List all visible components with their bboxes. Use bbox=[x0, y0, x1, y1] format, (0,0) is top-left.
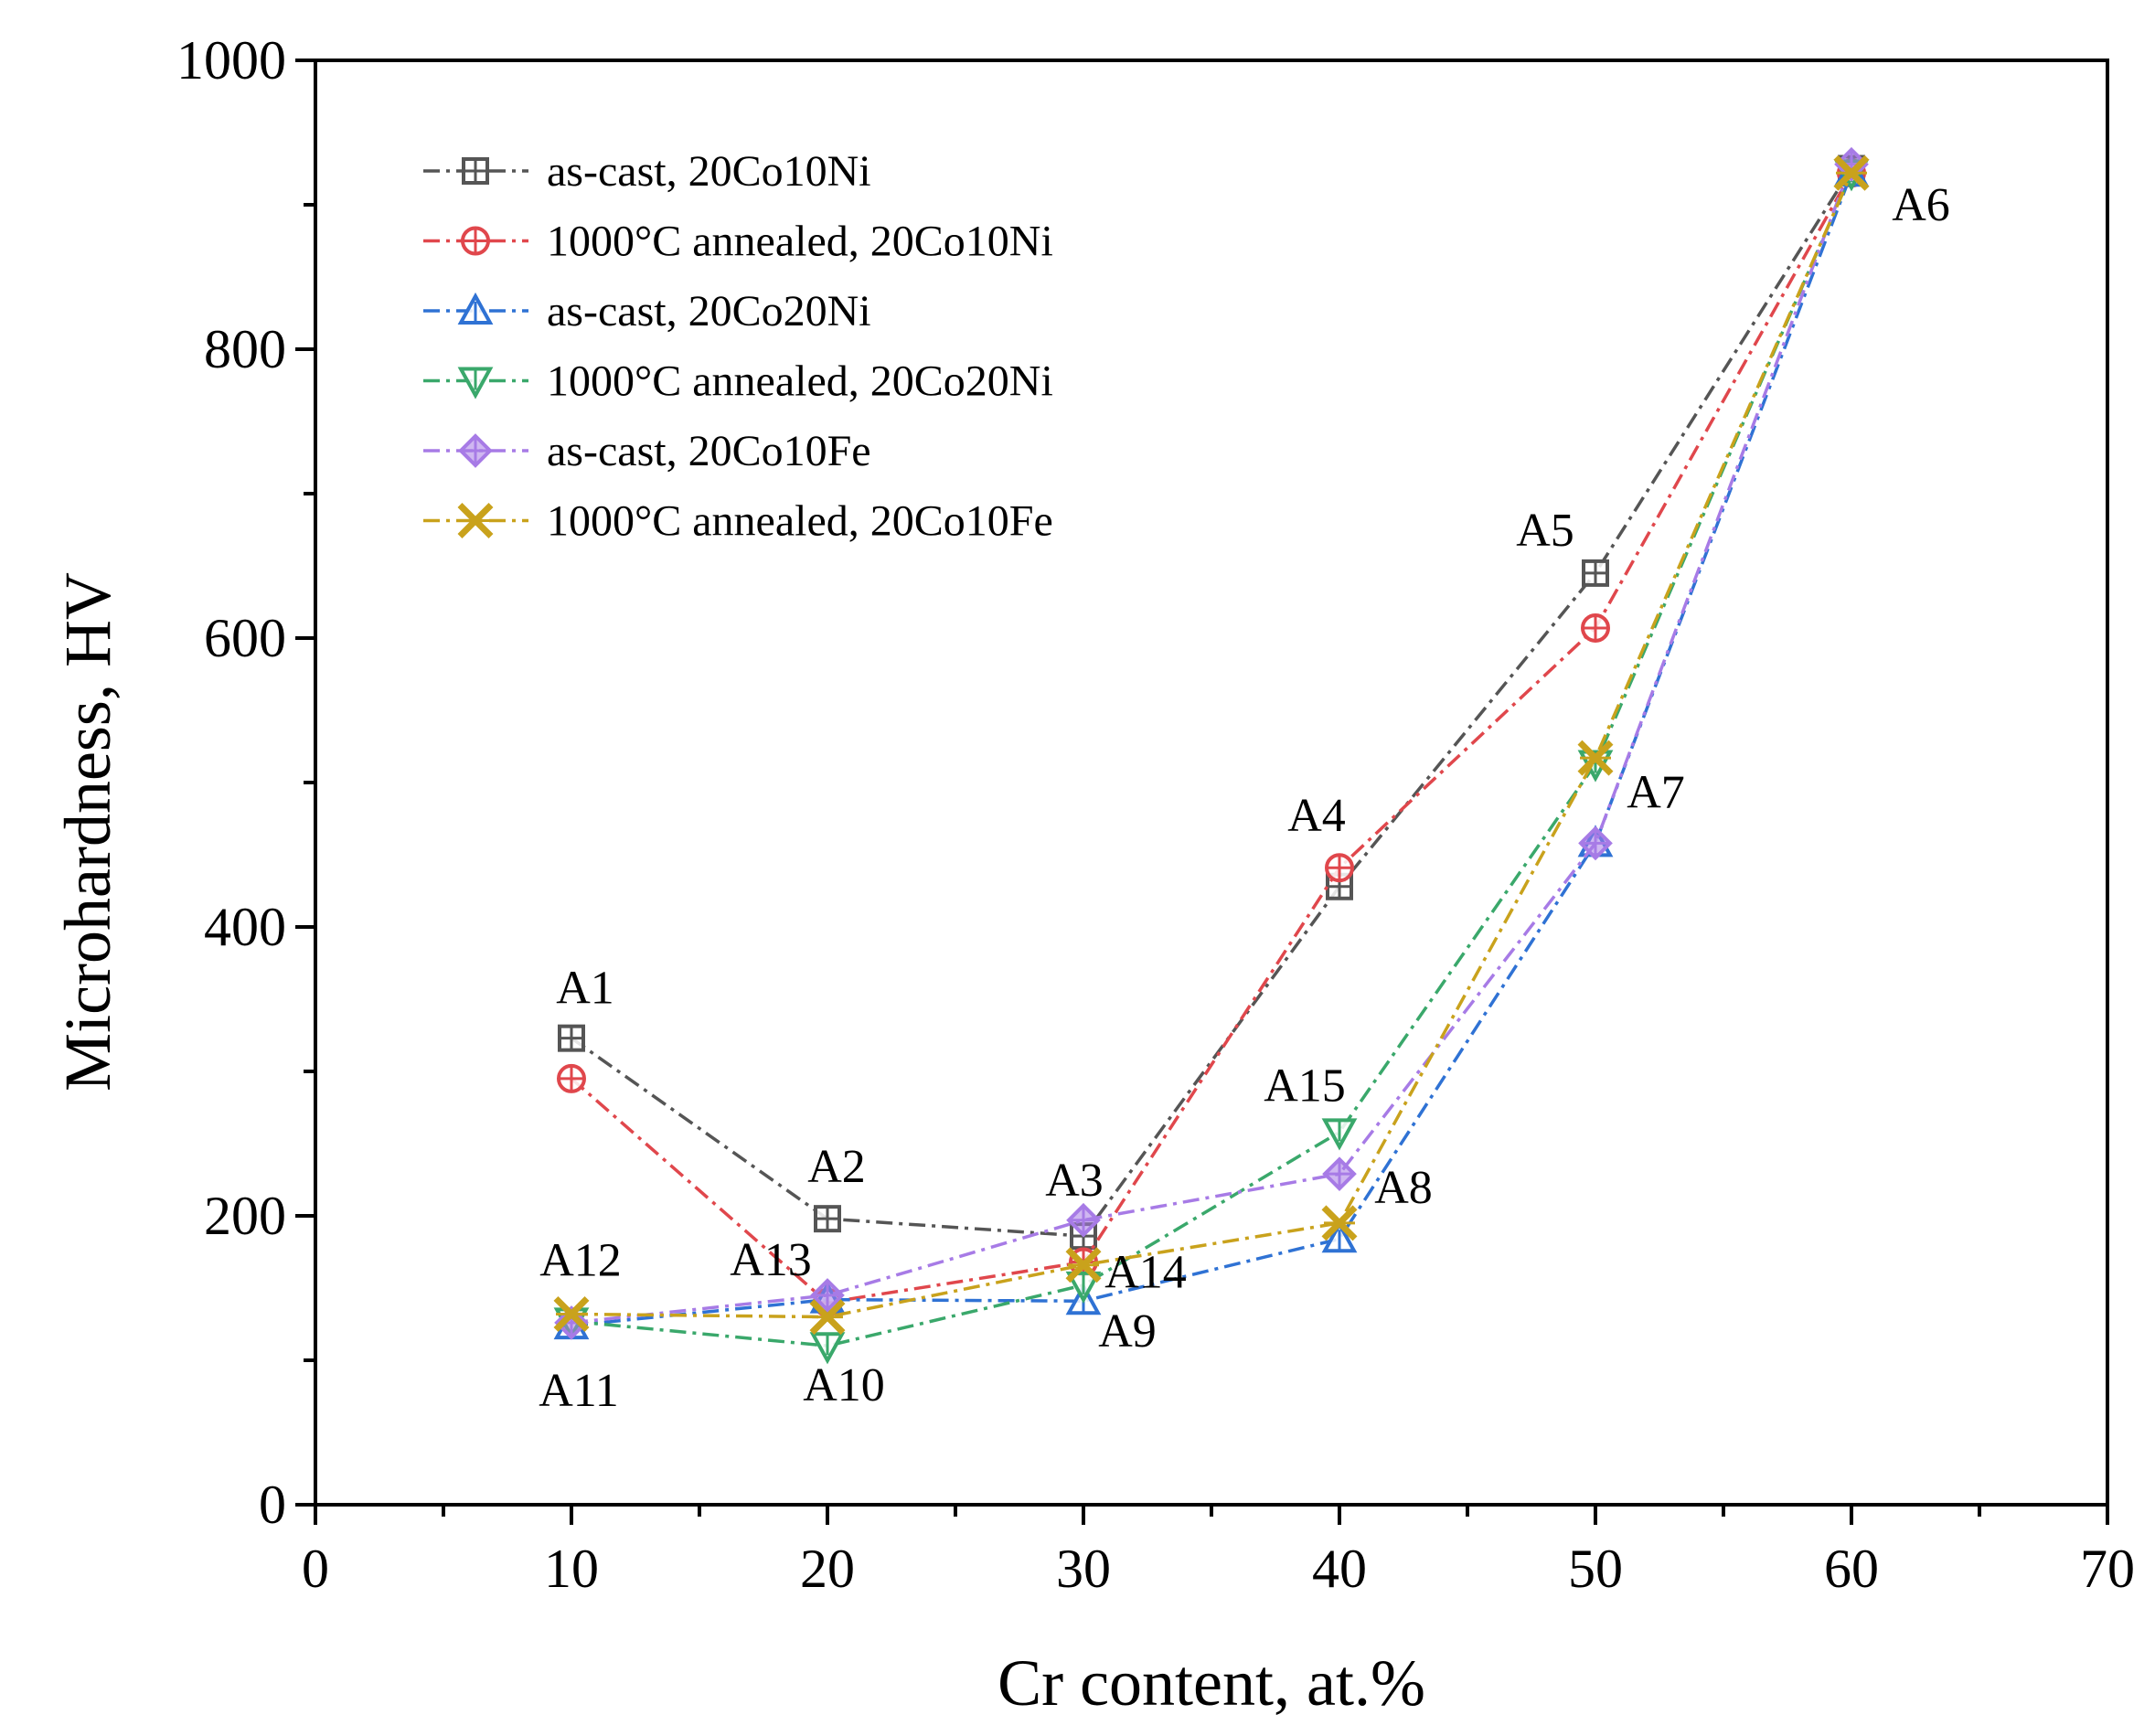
data-point bbox=[1321, 1205, 1358, 1241]
legend-label: 1000°C annealed, 20Co10Ni bbox=[547, 218, 1053, 266]
point-label-a15: A15 bbox=[1264, 1060, 1346, 1112]
data-point bbox=[1065, 1271, 1102, 1304]
series-6 bbox=[553, 154, 1870, 1336]
legend-entry-2: 1000°C annealed, 20Co10Ni bbox=[423, 218, 1053, 266]
data-point bbox=[1065, 1247, 1102, 1283]
point-label-a9: A9 bbox=[1098, 1305, 1157, 1358]
data-point bbox=[1833, 154, 1870, 191]
x-tick-label: 10 bbox=[544, 1539, 599, 1599]
x-axis-title: Cr content, at.% bbox=[997, 1646, 1425, 1720]
annotation-layer: A1 A2 A3 A4 A5 A6 A7 A8 A9 A10 A11 A12 A13 A14 A15 bbox=[539, 179, 1950, 1417]
data-point bbox=[809, 1332, 846, 1365]
series-layer bbox=[553, 146, 1870, 1365]
series-line bbox=[570, 172, 1853, 1305]
data-point bbox=[810, 1278, 845, 1313]
y-axis-title: Microhardness, HV bbox=[51, 572, 124, 1092]
x-tick-label: 0 bbox=[302, 1539, 329, 1599]
data-point bbox=[1578, 825, 1613, 861]
legend-label: 1000°C annealed, 20Co10Fe bbox=[547, 497, 1053, 546]
legend-label: as-cast, 20Co10Fe bbox=[547, 427, 871, 475]
y-tick-label: 800 bbox=[204, 319, 286, 379]
point-label-a12: A12 bbox=[539, 1234, 622, 1286]
legend-marker bbox=[458, 433, 493, 468]
point-label-a1: A1 bbox=[556, 963, 614, 1015]
data-point bbox=[557, 1063, 586, 1093]
data-point bbox=[1321, 1118, 1358, 1151]
legend-marker bbox=[457, 367, 494, 399]
point-label-a2: A2 bbox=[807, 1141, 866, 1193]
point-label-a14: A14 bbox=[1104, 1247, 1187, 1299]
data-point bbox=[1325, 853, 1354, 883]
legend-label: 1000°C annealed, 20Co20Ni bbox=[547, 357, 1053, 406]
point-label-a5: A5 bbox=[1516, 505, 1574, 557]
point-label-a11: A11 bbox=[539, 1365, 619, 1417]
series-line bbox=[571, 164, 1853, 1325]
data-point bbox=[1321, 1220, 1358, 1253]
x-tick-label: 40 bbox=[1312, 1539, 1367, 1599]
legend-marker bbox=[461, 226, 490, 256]
series-line bbox=[571, 172, 1853, 1347]
x-tick-label: 70 bbox=[2080, 1539, 2135, 1599]
legend-label: as-cast, 20Co10Ni bbox=[547, 147, 871, 196]
data-point bbox=[1582, 559, 1609, 587]
series-5 bbox=[554, 146, 1869, 1340]
legend-entry-4: 1000°C annealed, 20Co20Ni bbox=[423, 357, 1053, 406]
data-point bbox=[553, 1295, 590, 1332]
y-tick-label: 400 bbox=[204, 897, 286, 957]
x-tick-label: 20 bbox=[800, 1539, 855, 1599]
legend-marker bbox=[457, 503, 494, 538]
x-tick-label: 30 bbox=[1056, 1539, 1111, 1599]
data-point bbox=[1581, 612, 1610, 643]
point-label-a7: A7 bbox=[1627, 766, 1685, 818]
point-label-a8: A8 bbox=[1374, 1162, 1433, 1214]
legend-entry-1: as-cast, 20Co10Ni bbox=[423, 147, 871, 196]
data-point bbox=[1577, 740, 1614, 776]
point-label-a4: A4 bbox=[1287, 790, 1346, 842]
data-point bbox=[1066, 1202, 1101, 1238]
point-label-a13: A13 bbox=[730, 1234, 812, 1286]
legend: as-cast, 20Co10Ni 1000°C annealed, 20Co10… bbox=[423, 147, 1053, 546]
point-label-a3: A3 bbox=[1045, 1155, 1104, 1207]
y-tick-label: 1000 bbox=[176, 30, 286, 91]
x-tick-label: 50 bbox=[1568, 1539, 1623, 1599]
point-label-a6: A6 bbox=[1892, 179, 1950, 231]
data-point bbox=[809, 1299, 846, 1336]
data-point bbox=[814, 1205, 841, 1233]
legend-entry-5: as-cast, 20Co10Fe bbox=[423, 427, 871, 475]
legend-entry-6: 1000°C annealed, 20Co10Fe bbox=[423, 497, 1053, 546]
axes-layer: 0 10 20 30 40 50 60 70 0 200 400 600 800 1000 bbox=[176, 30, 2135, 1599]
legend-marker bbox=[462, 157, 489, 185]
series-line bbox=[570, 167, 1853, 1238]
data-point bbox=[1322, 1156, 1357, 1192]
point-label-a10: A10 bbox=[803, 1359, 885, 1411]
y-tick-label: 200 bbox=[204, 1186, 286, 1246]
legend-label: as-cast, 20Co20Ni bbox=[547, 287, 871, 335]
series-line bbox=[571, 172, 1853, 1319]
legend-marker bbox=[457, 292, 494, 325]
data-point bbox=[558, 1024, 585, 1052]
y-tick-label: 600 bbox=[204, 608, 286, 668]
legend-entry-3: as-cast, 20Co20Ni bbox=[423, 287, 871, 335]
y-tick-label: 0 bbox=[259, 1475, 286, 1535]
x-tick-label: 60 bbox=[1824, 1539, 1879, 1599]
